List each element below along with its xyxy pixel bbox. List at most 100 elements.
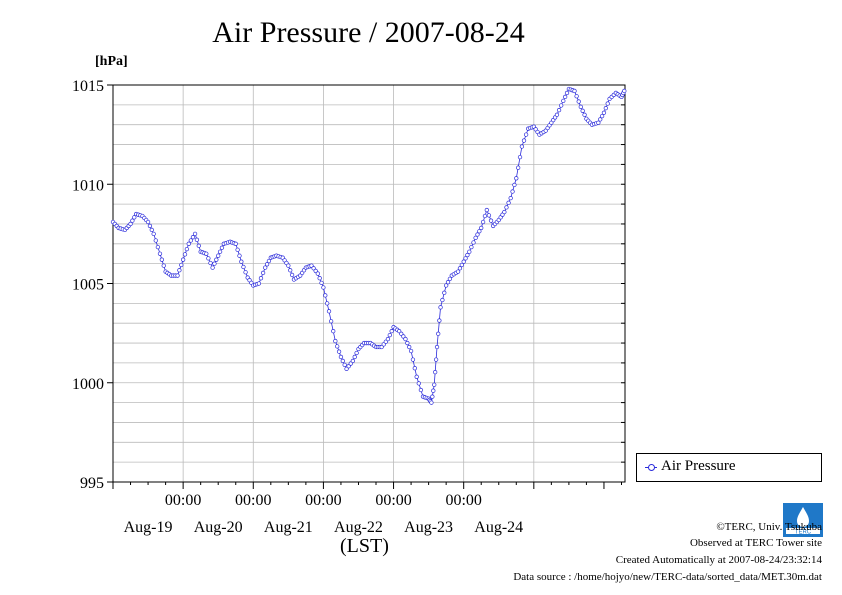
series-point [219, 245, 225, 250]
logo-text: TERC [795, 530, 812, 536]
series-point [572, 88, 577, 94]
y-tick-label: 1005 [72, 277, 104, 294]
x-tick-label: 00:00 [375, 492, 411, 509]
series-point [502, 209, 507, 215]
series-point [484, 207, 489, 213]
series-point [179, 262, 184, 268]
series-point [325, 301, 330, 306]
series-point [175, 273, 180, 278]
y-axis: 995 1000 1005 1010 1015 [72, 78, 625, 492]
series-point [289, 272, 295, 278]
x-day-label: Aug-22 [334, 519, 383, 536]
legend: Air Pressure [636, 453, 822, 482]
series-point [475, 232, 480, 237]
series-point [132, 215, 137, 220]
series-point [437, 318, 442, 323]
series-point [562, 94, 568, 100]
series-point [403, 336, 408, 342]
series-point [408, 348, 414, 354]
series-point [605, 101, 610, 106]
series-point [467, 249, 472, 254]
series-point [335, 344, 340, 349]
series-point [266, 258, 272, 264]
series-point [208, 260, 213, 266]
series-point [561, 98, 566, 104]
series-point [286, 263, 291, 268]
series-point [431, 388, 436, 393]
series-point [523, 132, 529, 137]
series-point [147, 223, 153, 229]
series-point [486, 213, 492, 218]
series-point [434, 344, 440, 350]
series-point [177, 268, 182, 273]
series-point [516, 165, 521, 170]
series-point [263, 265, 268, 270]
series-point [457, 266, 463, 271]
series-point [315, 271, 320, 276]
series-point [444, 283, 449, 288]
series-point [473, 235, 478, 240]
y-axis-unit: [hPa] [95, 54, 128, 69]
series-point [405, 340, 410, 346]
series-point [184, 246, 190, 252]
series-point [206, 256, 211, 261]
series-point [564, 90, 570, 96]
footer-copyright: ©TERC, Univ. Tsukuba [716, 521, 822, 533]
series-point [186, 241, 191, 246]
x-day-label: Aug-23 [404, 519, 453, 536]
series-point [480, 219, 486, 225]
series-point [128, 221, 133, 227]
grid-minor [113, 104, 625, 463]
series-point [418, 387, 424, 393]
series-point [436, 331, 441, 336]
legend-circle-marker [648, 464, 655, 471]
series-point [556, 107, 562, 113]
series-point [433, 370, 438, 375]
series-point [469, 244, 474, 250]
series-point [442, 290, 447, 295]
series-point [182, 252, 188, 257]
x-day-label: Aug-20 [194, 519, 243, 536]
series-point [412, 366, 417, 371]
series-point [599, 113, 605, 119]
series-point [204, 251, 209, 256]
y-tick-label: 1010 [72, 177, 104, 194]
y-tick-label: 1000 [72, 376, 104, 393]
series-point [477, 229, 482, 234]
series-point [352, 354, 357, 360]
x-tick-label: 00:00 [235, 492, 271, 509]
series-point [336, 349, 342, 354]
series-point [321, 285, 326, 290]
series-point [574, 94, 579, 99]
series-point [155, 244, 161, 250]
series-point [440, 297, 445, 303]
x-tick-label: 00:00 [445, 492, 481, 509]
series-point [582, 112, 587, 117]
series-point [430, 394, 435, 399]
series-point [342, 362, 347, 368]
series-point [196, 243, 201, 248]
series-point [326, 309, 332, 314]
x-day-label: Aug-24 [474, 519, 523, 536]
series-point [596, 120, 601, 125]
series-point [210, 265, 215, 270]
series-point [354, 350, 359, 356]
series-point [190, 235, 196, 240]
series-point [433, 357, 439, 362]
series-point [576, 99, 581, 104]
series-point [554, 112, 560, 117]
series-point [212, 261, 217, 266]
series-point [482, 213, 488, 219]
series-point [151, 231, 156, 237]
series-point [471, 240, 476, 245]
x-tick-label: 00:00 [305, 492, 341, 509]
series-point [130, 218, 135, 223]
series-point [514, 176, 519, 181]
series-point [622, 88, 627, 94]
x-day-label: Aug-21 [264, 519, 313, 536]
series-point [512, 182, 517, 188]
series-point [192, 231, 198, 237]
series-point [465, 252, 470, 258]
series-point [350, 358, 356, 364]
footer-source: Data source : /home/hojyo/new/TERC-data/… [513, 571, 822, 583]
